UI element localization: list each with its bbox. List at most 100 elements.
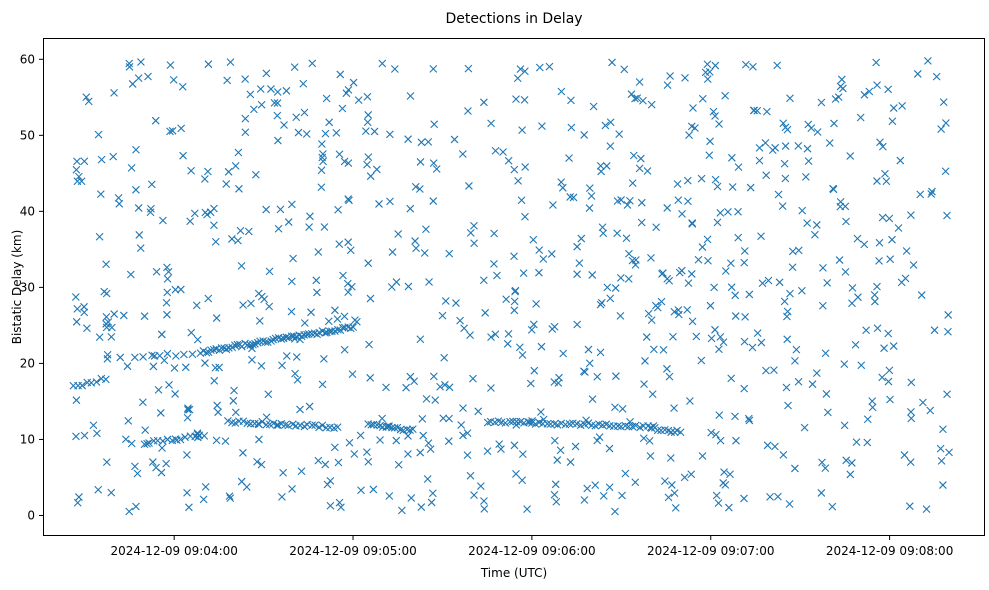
data-point (875, 238, 884, 247)
data-point (312, 276, 321, 285)
data-point (589, 102, 598, 111)
data-point (744, 414, 753, 423)
data-point (388, 248, 397, 256)
data-point (713, 218, 722, 227)
data-point (340, 312, 349, 321)
data-point (780, 297, 789, 306)
data-point (348, 370, 357, 378)
data-point (785, 500, 794, 508)
data-point (107, 488, 116, 497)
data-point (382, 383, 390, 392)
data-point (260, 295, 269, 304)
data-point (104, 318, 113, 326)
data-point (364, 457, 373, 466)
data-point (535, 246, 544, 255)
data-point (394, 460, 403, 469)
data-point (580, 496, 589, 504)
data-point (89, 421, 98, 430)
data-point (683, 176, 692, 185)
data-point (445, 383, 454, 392)
data-point (585, 184, 594, 193)
data-point (199, 495, 208, 504)
data-point (518, 126, 526, 135)
x-tick-label: 2024-12-09 09:04:00 (110, 544, 237, 558)
data-point (631, 478, 640, 487)
data-point (273, 88, 282, 96)
data-point (100, 287, 109, 296)
data-point (848, 284, 857, 292)
data-point (783, 335, 792, 344)
data-point (253, 338, 262, 347)
data-point (885, 214, 894, 223)
data-point (720, 468, 728, 477)
data-point (296, 405, 304, 414)
data-point (440, 380, 449, 389)
data-point (613, 229, 622, 238)
data-point (254, 419, 263, 428)
data-point (781, 174, 790, 183)
data-point (611, 372, 620, 381)
data-point (803, 219, 812, 228)
data-point (284, 421, 293, 430)
data-point (277, 335, 286, 343)
data-point (251, 170, 260, 179)
data-point (504, 156, 513, 165)
data-point (114, 193, 123, 202)
data-point (547, 250, 556, 258)
data-point (460, 324, 469, 333)
data-point (728, 183, 737, 191)
data-point (721, 91, 730, 100)
data-point (909, 261, 918, 269)
data-point (72, 396, 81, 405)
data-point (631, 421, 640, 430)
data-point (274, 136, 282, 145)
data-point (335, 240, 344, 248)
data-point (356, 431, 365, 440)
data-point (338, 104, 347, 113)
data-point (417, 138, 426, 147)
data-point (932, 72, 941, 81)
data-point (678, 209, 686, 218)
data-point (487, 384, 495, 392)
data-point (666, 454, 675, 462)
data-point (476, 482, 485, 491)
data-point (683, 306, 692, 314)
data-point (707, 428, 716, 437)
data-point (276, 205, 285, 214)
data-point (521, 163, 530, 171)
data-point (916, 190, 925, 199)
data-point (394, 230, 403, 238)
data-point (235, 184, 243, 193)
data-point (463, 451, 472, 460)
data-point (183, 413, 192, 422)
data-point (529, 320, 538, 329)
data-point (642, 333, 651, 341)
data-point (884, 85, 893, 94)
data-point (94, 130, 103, 139)
data-point (676, 428, 685, 437)
data-point (326, 476, 335, 485)
data-point (900, 451, 909, 459)
data-point (363, 92, 372, 101)
data-point (780, 159, 789, 168)
data-point (876, 138, 884, 147)
data-point (641, 357, 649, 365)
data-point (385, 130, 394, 139)
data-point (300, 319, 309, 327)
data-point (886, 395, 894, 404)
plot-area (43, 38, 985, 536)
data-point (783, 312, 791, 321)
data-point (711, 325, 719, 334)
data-point (605, 444, 614, 453)
data-point (926, 406, 935, 415)
data-point (241, 114, 250, 123)
data-point (834, 93, 843, 102)
data-point (936, 444, 945, 453)
data-point (282, 352, 291, 360)
data-point (378, 414, 387, 423)
data-point (727, 374, 736, 383)
data-point (647, 316, 656, 325)
data-point (510, 165, 519, 174)
data-point (407, 494, 416, 502)
data-point (274, 224, 283, 233)
